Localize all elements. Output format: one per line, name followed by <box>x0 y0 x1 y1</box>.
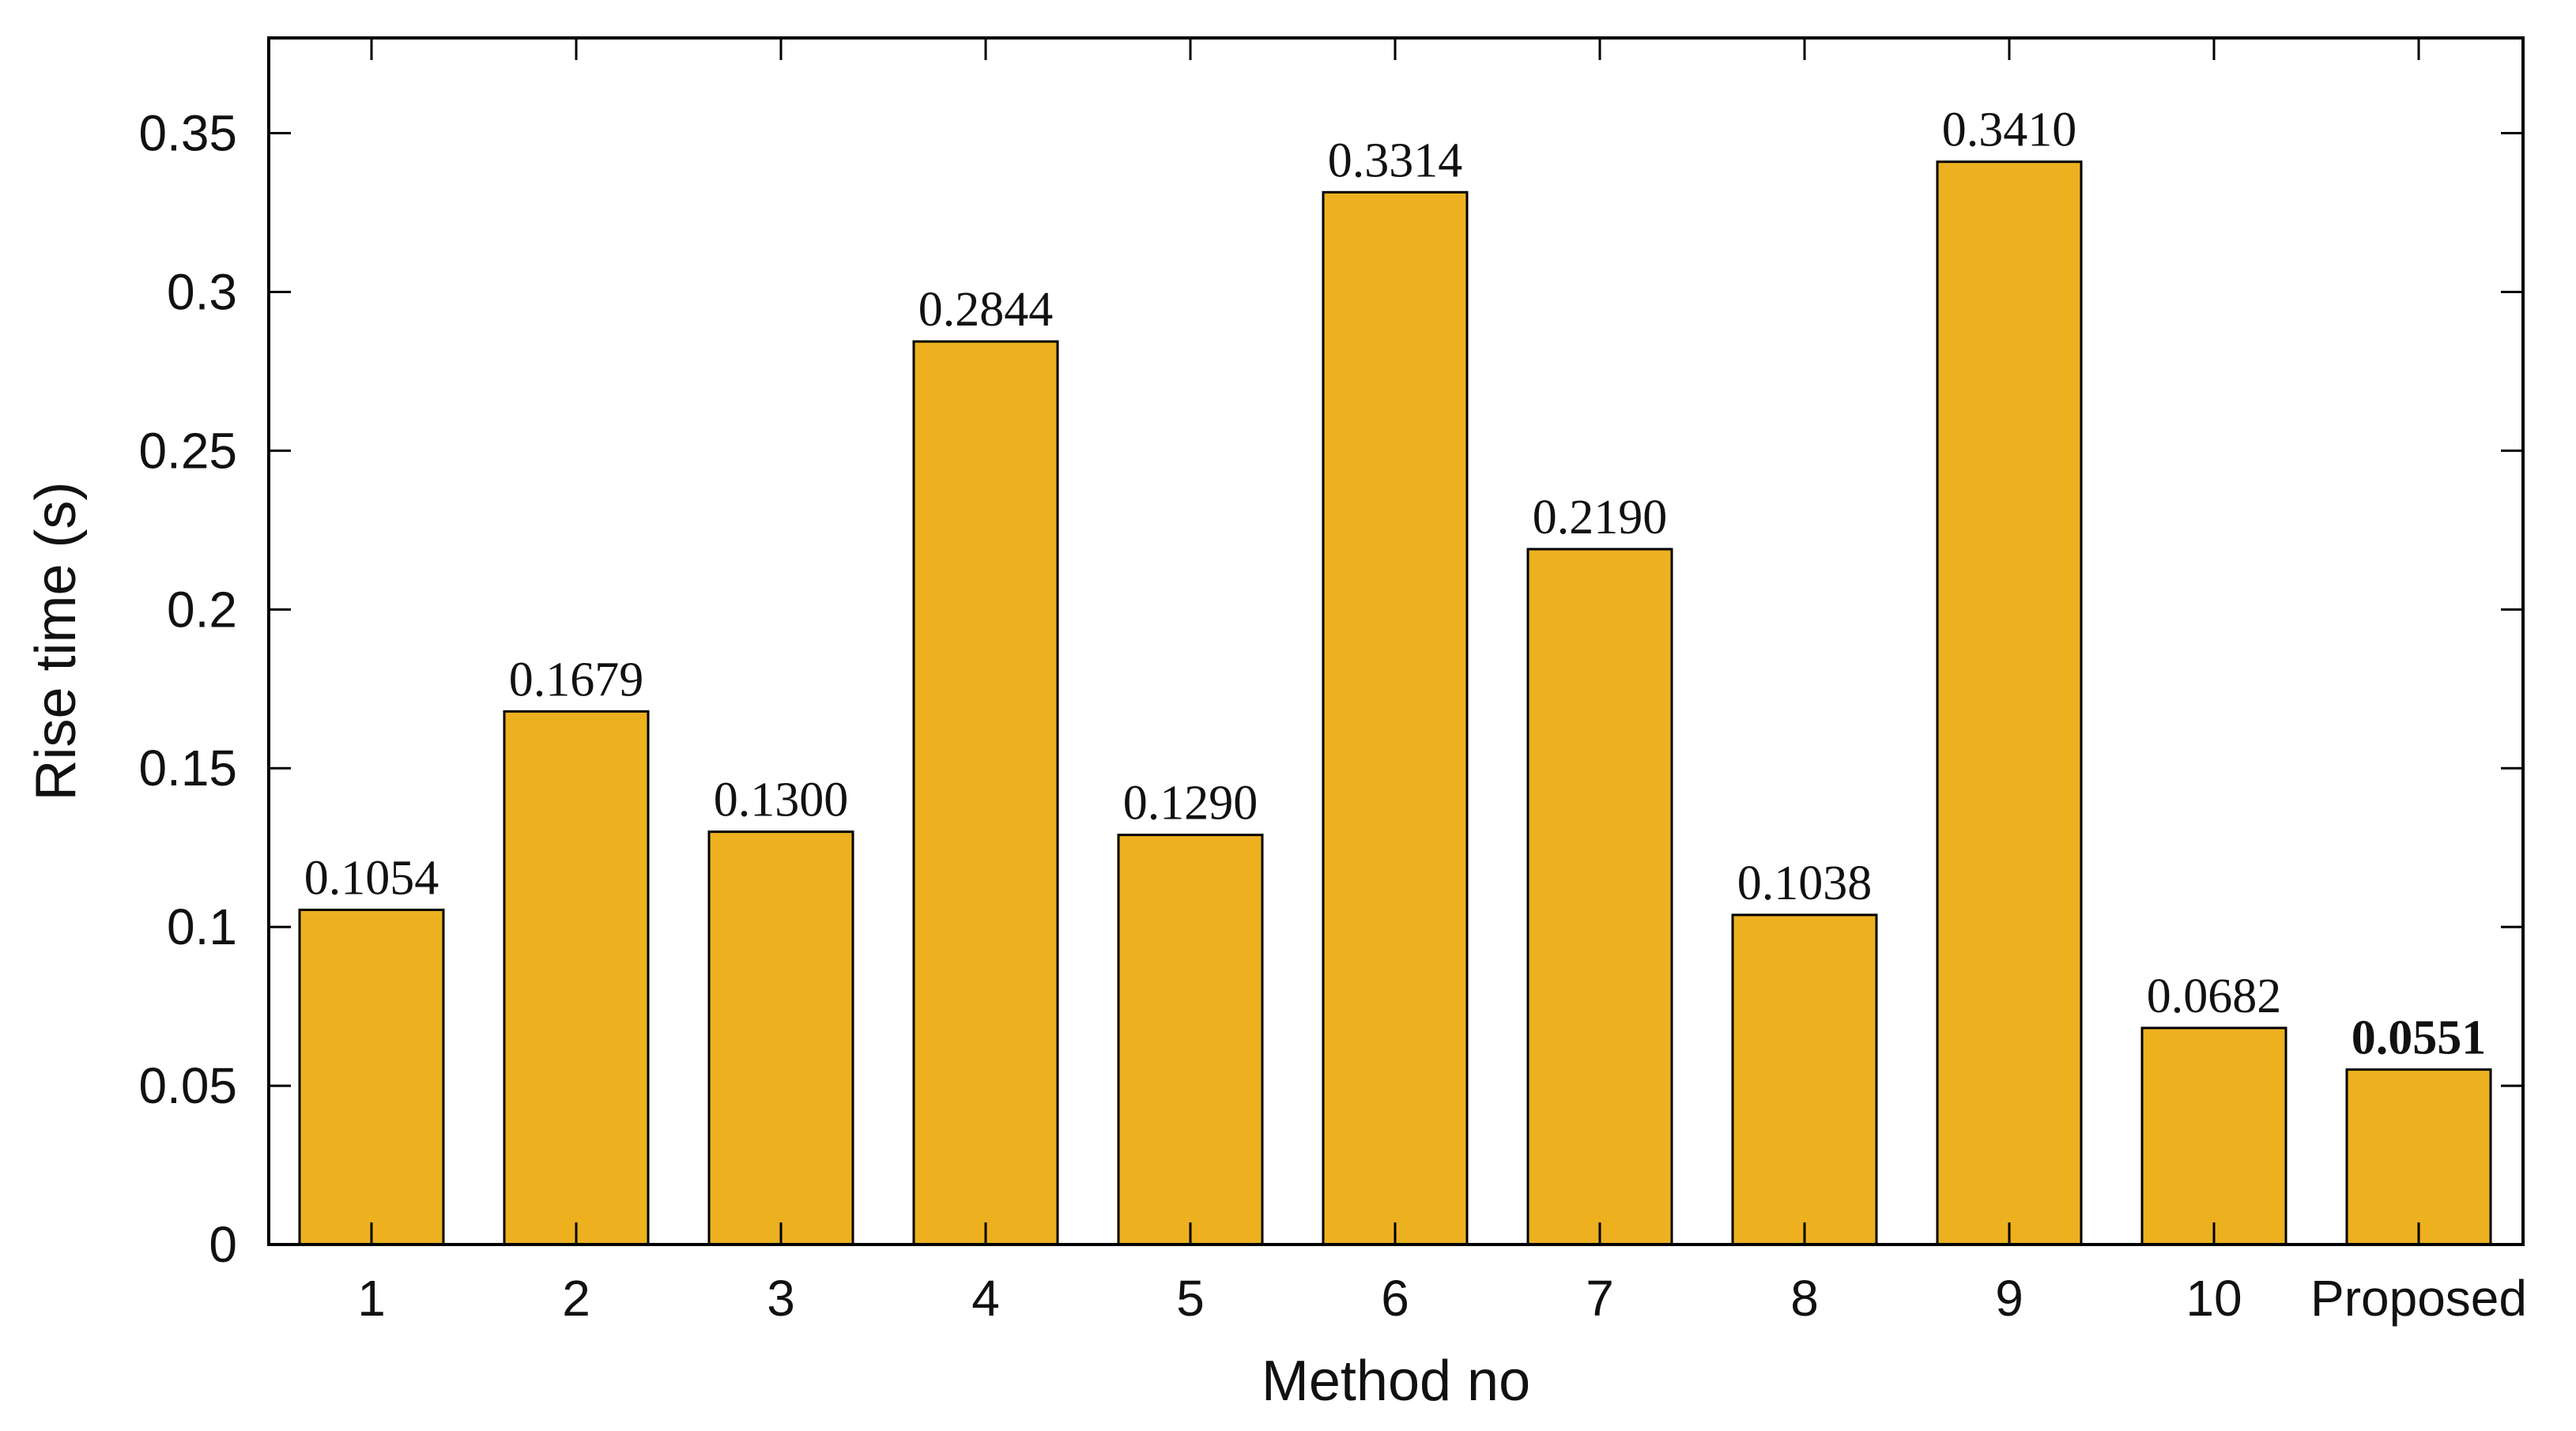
bar-9 <box>1936 160 2083 1246</box>
data-label-7: 0.2190 <box>1533 491 1668 544</box>
data-label-1: 0.1054 <box>304 851 439 905</box>
data-label-5: 0.1290 <box>1123 777 1258 830</box>
bar-2 <box>503 710 650 1246</box>
data-label-8: 0.1038 <box>1737 857 1873 910</box>
x-tick-label: 6 <box>1381 1270 1409 1327</box>
y-tick-label: 0.2 <box>167 581 237 638</box>
x-tick-label: Proposed <box>2310 1270 2527 1327</box>
x-axis-title: Method no <box>1262 1350 1530 1413</box>
x-tick-label: 1 <box>357 1270 386 1327</box>
x-tick-label: 5 <box>1176 1270 1205 1327</box>
y-tick-label: 0.05 <box>138 1057 237 1114</box>
x-tick-label: 3 <box>767 1270 795 1327</box>
bar-5 <box>1117 834 1264 1246</box>
x-axis: 1 2 3 4 5 6 7 8 9 10 Proposed <box>357 38 2527 1327</box>
bar-8 <box>1731 913 1878 1246</box>
y-tick-label: 0.35 <box>138 105 237 162</box>
bar-6 <box>1322 190 1469 1246</box>
y-tick-label: 0 <box>209 1216 237 1273</box>
data-label-9: 0.3410 <box>1942 104 2077 157</box>
y-axis: 0 0.05 0.1 0.15 0.2 0.25 0.3 0.35 <box>138 105 2523 1273</box>
data-label-10: 0.0682 <box>2147 970 2282 1023</box>
y-tick-label: 0.1 <box>167 898 237 955</box>
y-tick-label: 0.3 <box>167 263 237 320</box>
bar-7 <box>1526 548 1673 1246</box>
y-tick-label: 0.15 <box>138 740 237 796</box>
x-tick-label: 7 <box>1586 1270 1614 1327</box>
bar-3 <box>707 830 854 1246</box>
data-label-proposed: 0.0551 <box>2352 1011 2487 1065</box>
data-label-2: 0.1679 <box>509 653 644 706</box>
x-tick-label: 4 <box>971 1270 1000 1327</box>
x-tick-label: 2 <box>562 1270 590 1327</box>
x-tick-label: 8 <box>1790 1270 1819 1327</box>
bar-4 <box>912 340 1059 1246</box>
bar-1 <box>298 908 445 1246</box>
bar-10 <box>2140 1026 2287 1246</box>
bars-group <box>298 160 2492 1246</box>
x-tick-label: 10 <box>2186 1270 2242 1327</box>
x-tick-label: 9 <box>1995 1270 2023 1327</box>
y-axis-title: Rise time (s) <box>25 481 88 800</box>
data-label-4: 0.2844 <box>918 283 1054 337</box>
bar-proposed <box>2345 1068 2492 1246</box>
data-labels-group: 0.1054 0.1679 0.1300 0.2844 0.1290 0.3314 0.21… <box>304 104 2487 1065</box>
data-label-3: 0.1300 <box>714 774 849 827</box>
data-label-6: 0.3314 <box>1328 134 1463 187</box>
y-tick-label: 0.25 <box>138 422 237 479</box>
